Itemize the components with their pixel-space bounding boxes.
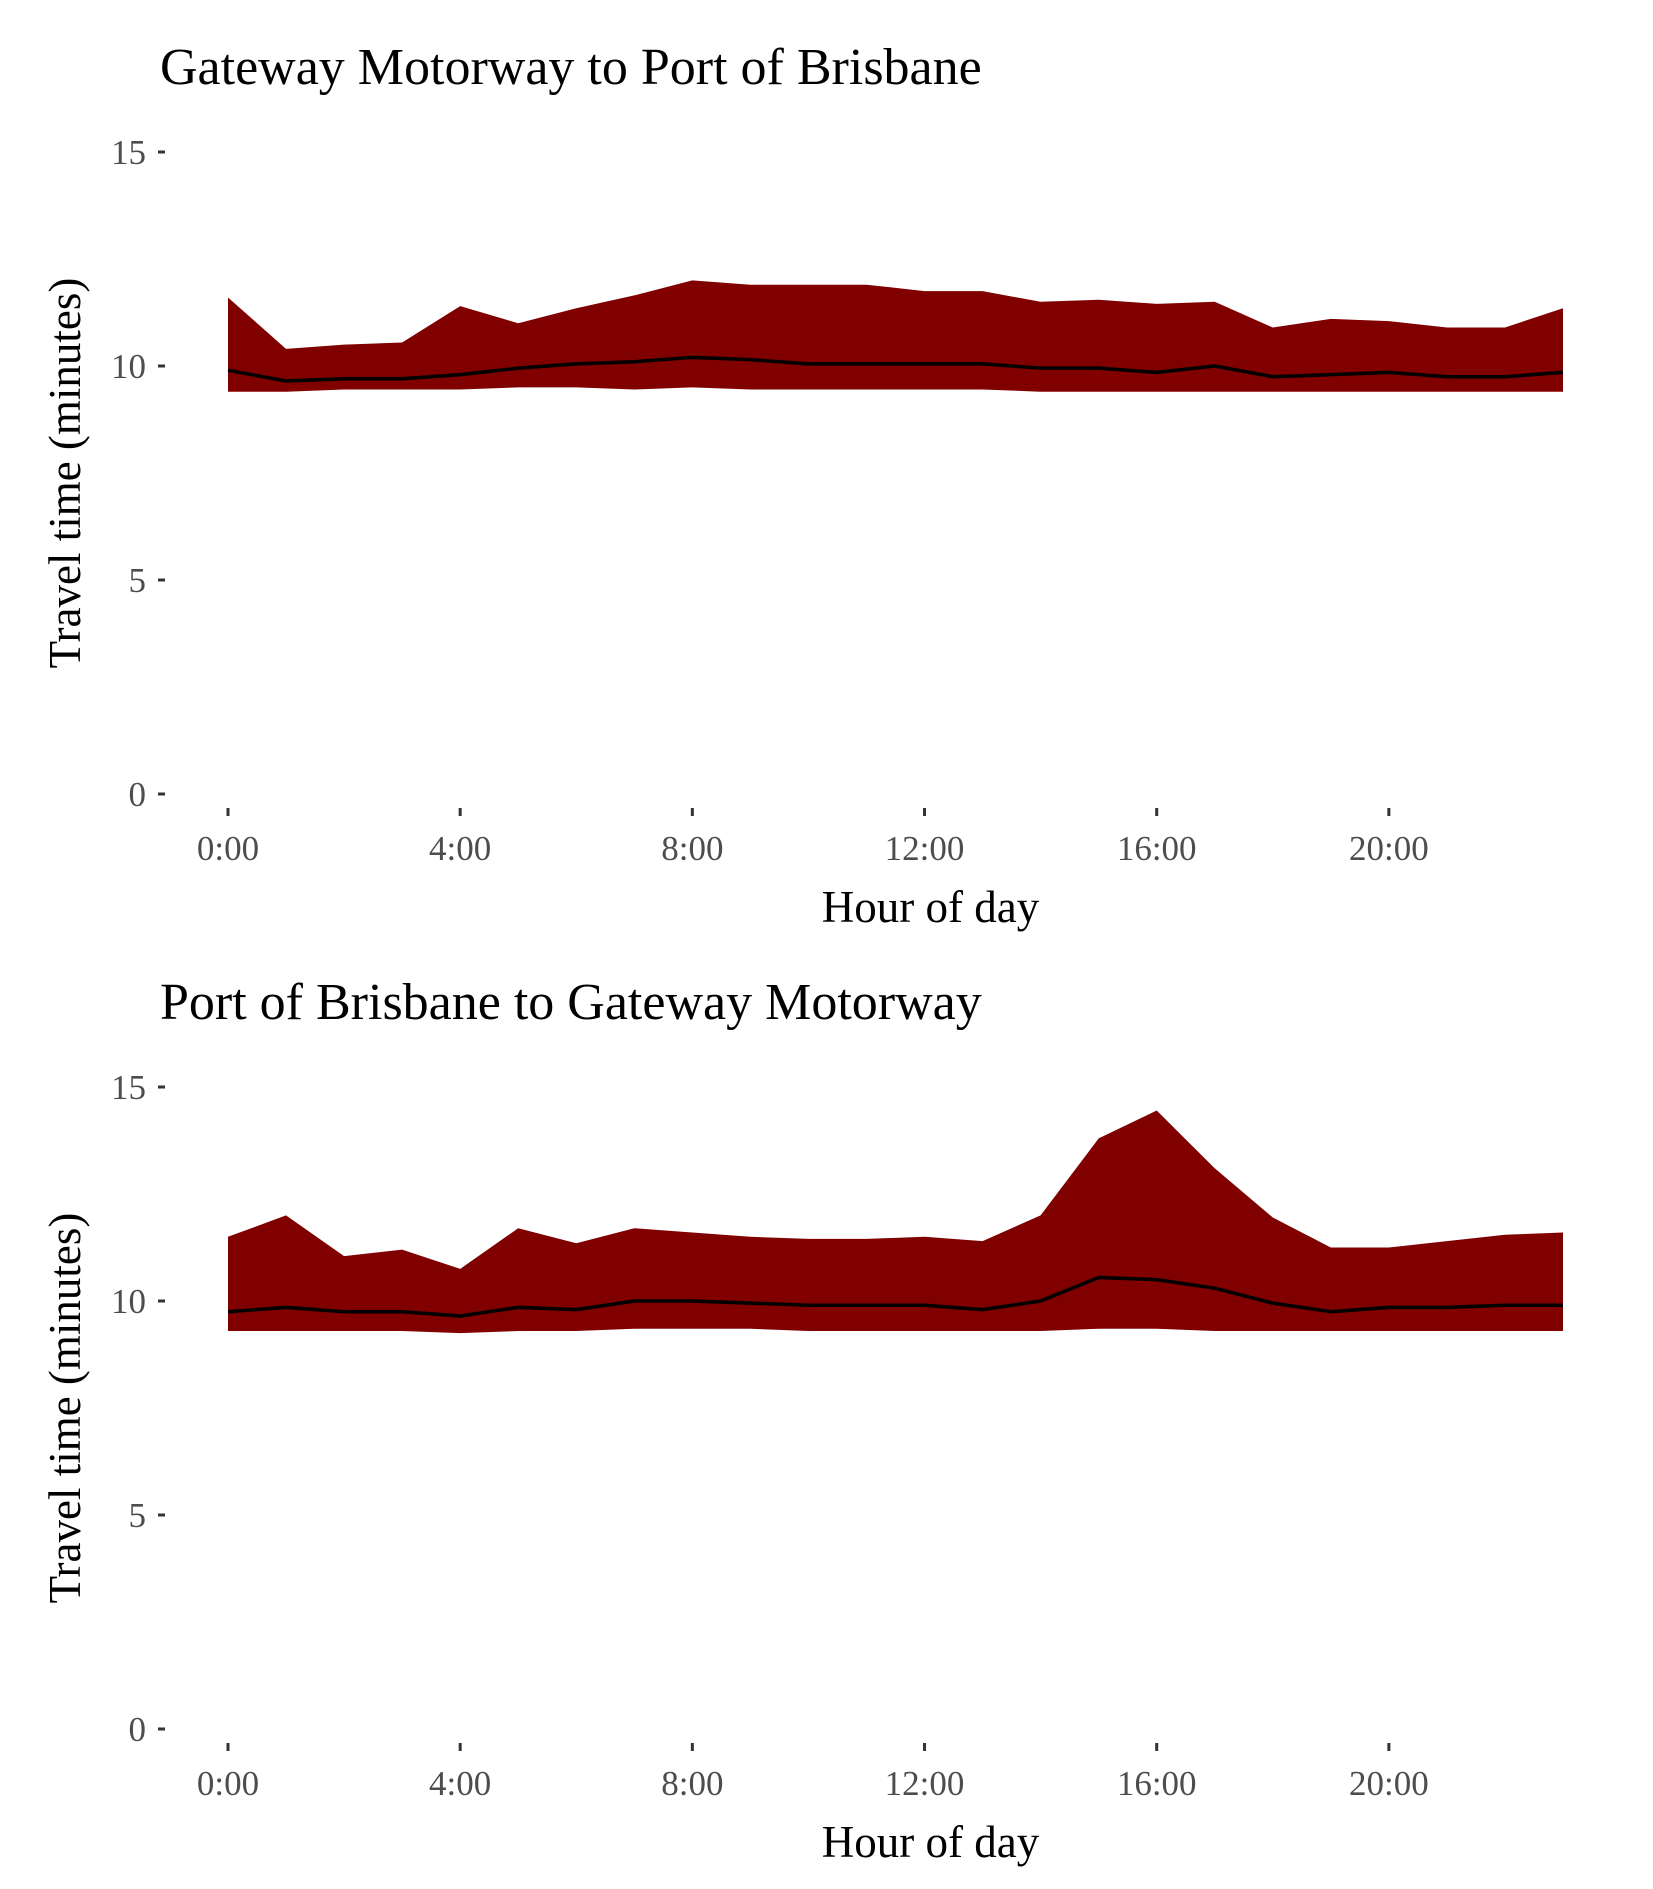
x-tick-label: 4:00 (429, 1764, 491, 1803)
x-tick-label: 8:00 (661, 829, 723, 868)
y-axis-title: Travel time (minutes) (40, 1213, 90, 1604)
y-tick-label: 15 (111, 1068, 146, 1107)
x-tick-label: 12:00 (885, 829, 965, 868)
x-tick-label: 12:00 (885, 1764, 965, 1803)
chart-title: Gateway Motorway to Port of Brisbane (160, 39, 982, 96)
y-tick-label: 0 (129, 775, 147, 814)
x-tick-label: 0:00 (197, 1764, 259, 1803)
chart-panel-2: Port of Brisbane to Gateway Motorway 0 5 10… (40, 974, 1563, 1867)
x-tick-label: 16:00 (1117, 1764, 1197, 1803)
median-travel-time-line (227, 355, 1564, 383)
y-axis-title: Travel time (minutes) (40, 278, 90, 669)
x-tick-label: 8:00 (661, 1764, 723, 1803)
x-tick-label: 20:00 (1349, 1764, 1429, 1803)
y-tick-label: 10 (111, 347, 146, 386)
y-tick-label: 5 (129, 1496, 147, 1535)
x-tick-label: 16:00 (1117, 829, 1197, 868)
median-travel-time-line (227, 1275, 1563, 1318)
x-tick-label: 20:00 (1349, 829, 1429, 868)
y-tick-label: 10 (111, 1282, 146, 1321)
x-axis-title: Hour of day (822, 882, 1040, 932)
y-tick-label: 0 (129, 1710, 147, 1749)
x-tick-label: 4:00 (429, 829, 491, 868)
chart-title: Port of Brisbane to Gateway Motorway (160, 974, 982, 1031)
travel-time-range-band (228, 1110, 1563, 1334)
chart-panel-1: Gateway Motorway to Port of Brisbane 0 5 10… (40, 39, 1564, 932)
x-axis-title: Hour of day (822, 1817, 1040, 1867)
x-tick-label: 0:00 (197, 829, 259, 868)
y-tick-label: 5 (129, 561, 147, 600)
y-tick-label: 15 (111, 133, 146, 172)
